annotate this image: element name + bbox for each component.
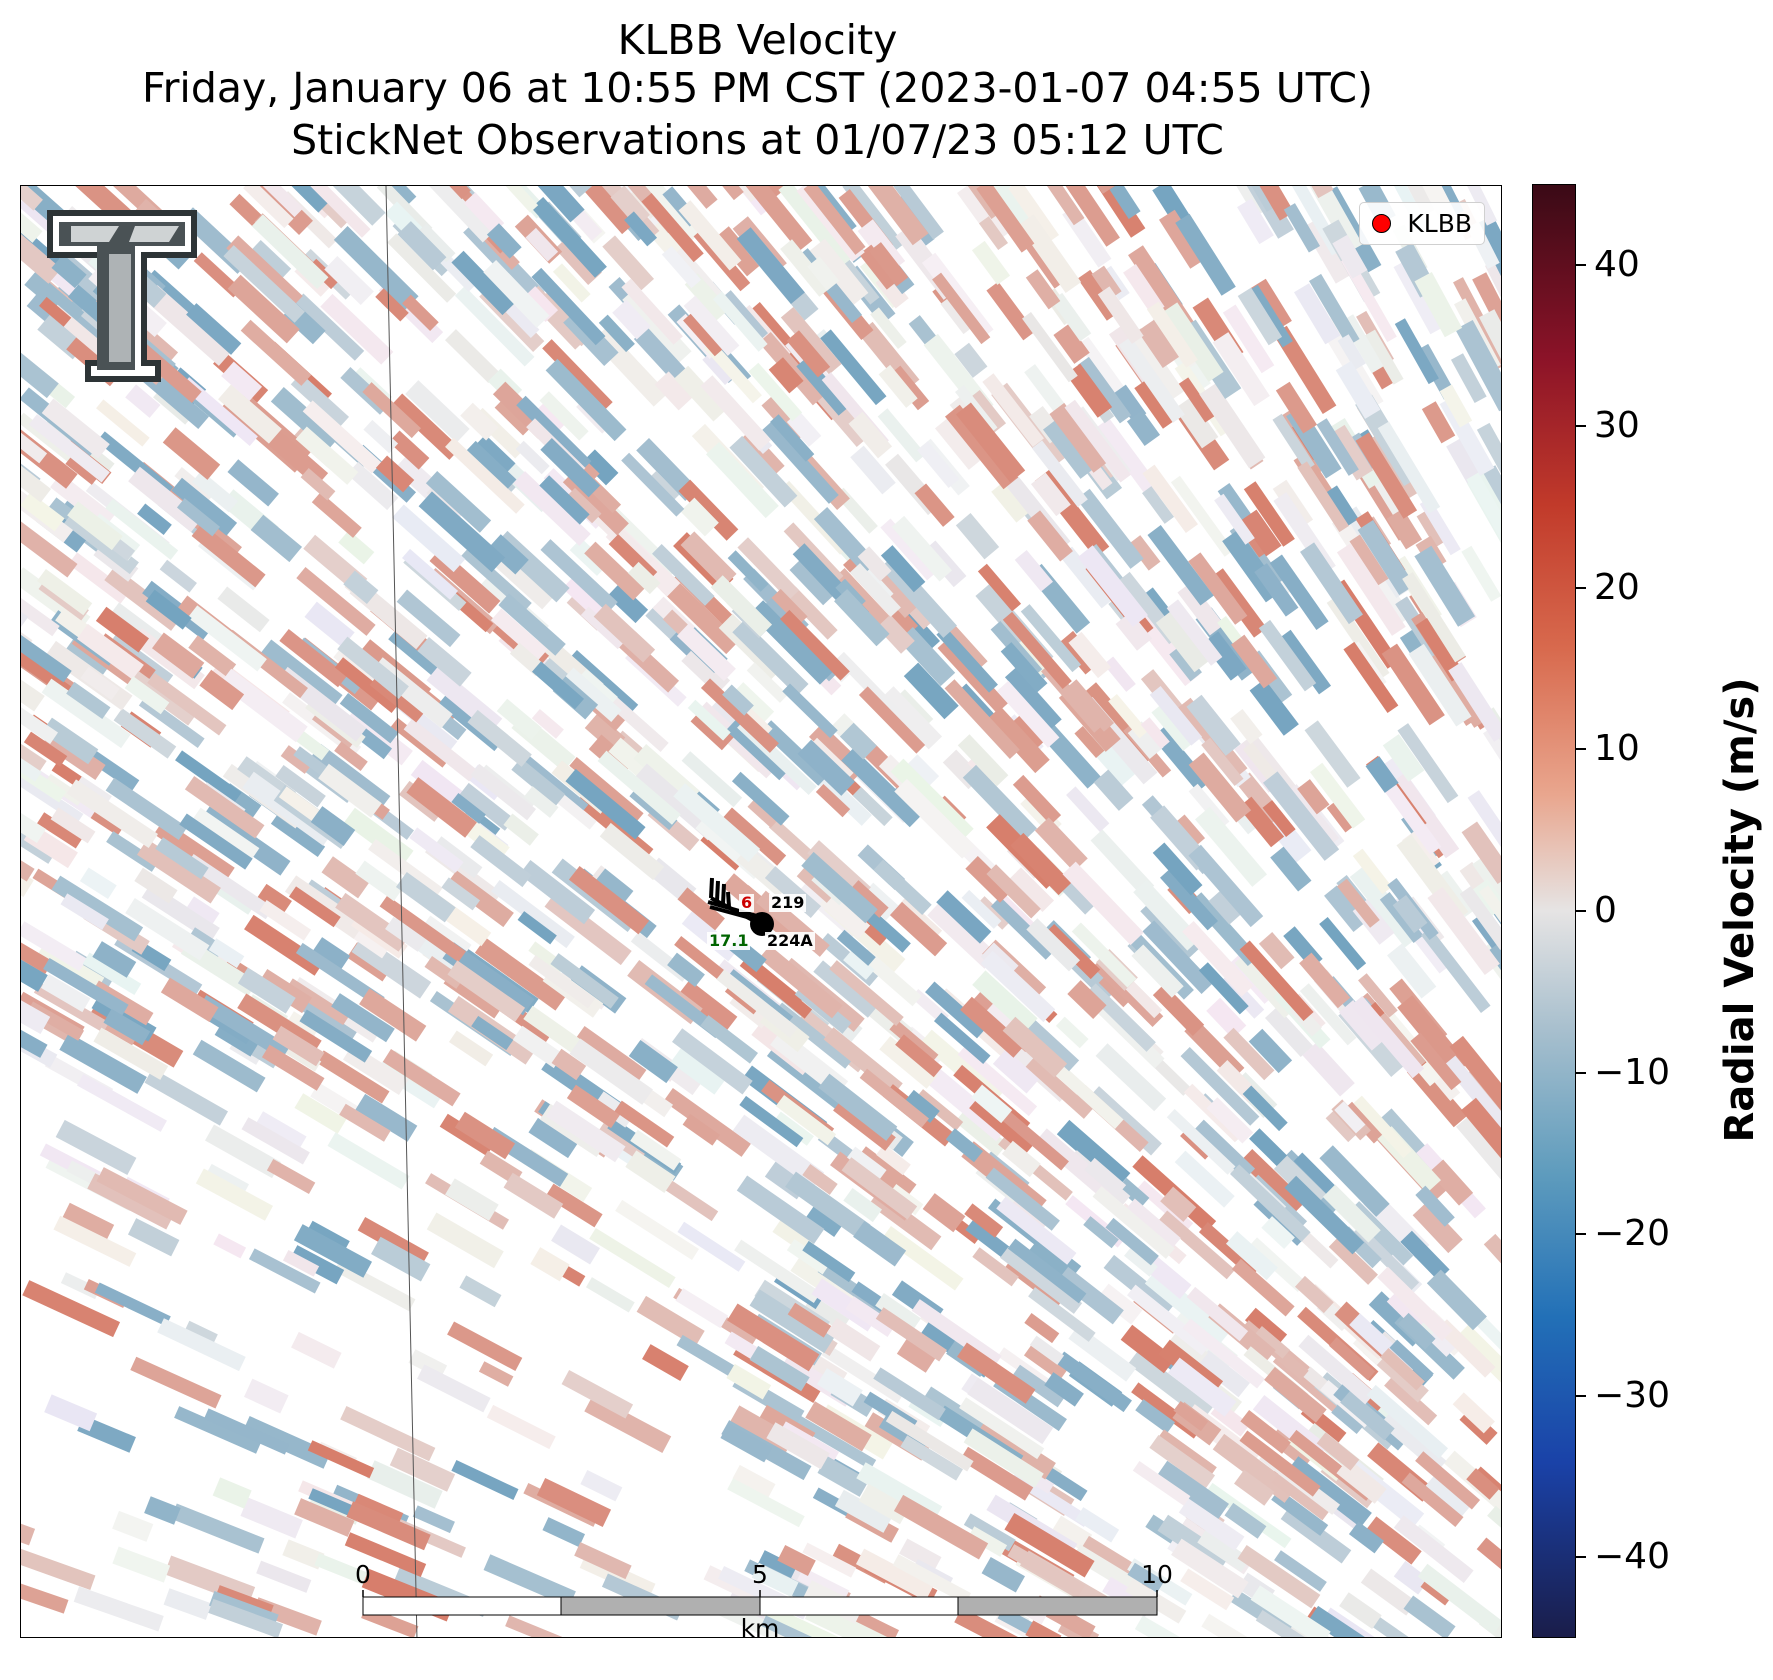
colorbar-tick-label: 40 [1594,243,1640,285]
legend-label: KLBB [1407,209,1472,238]
colorbar-tick-mark [1576,586,1586,589]
county-boundary-line [385,186,418,1637]
colorbar-tick-mark [1576,1071,1586,1074]
station-id-top: 219 [769,893,807,912]
colorbar-tick-label: −30 [1594,1374,1670,1416]
scale-label-10: 10 [1141,1560,1173,1589]
map-subtitle-observations: StickNet Observations at 01/07/23 05:12 … [291,116,1224,164]
colorbar-label: Radial Velocity (m/s) [1717,677,1763,1143]
station-marker[interactable] [750,912,774,936]
radar-velocity-field [21,186,1501,1637]
colorbar-tick-mark [1576,425,1586,428]
velocity-colorbar [1532,184,1576,1638]
colorbar-tick-mark [1576,1394,1586,1397]
colorbar-tick-label: 20 [1594,566,1640,608]
map-overlay [385,186,774,1637]
klbb-marker-icon [1372,214,1392,233]
station-id-bottom: 224A [765,931,815,950]
station-dewpoint: 17.1 [707,931,751,950]
colorbar-tick-mark [1576,1556,1586,1559]
scale-label-0: 0 [355,1560,371,1589]
colorbar-tick-label: −40 [1594,1536,1670,1578]
scale-label-5: 5 [752,1560,768,1589]
map-legend: KLBB [1359,202,1485,245]
radar-map[interactable]: KLBB 6 219 17.1 224A 0 5 10 km [20,185,1502,1638]
colorbar-tick-mark [1576,910,1586,912]
colorbar-tick-label: 0 [1594,890,1617,931]
colorbar-tick-label: −10 [1594,1051,1670,1093]
station-temperature: 6 [739,893,755,912]
colorbar-tick-label: −20 [1594,1213,1670,1255]
colorbar-tick-mark [1576,748,1586,751]
map-subtitle-time: Friday, January 06 at 10:55 PM CST (2023… [141,64,1374,112]
colorbar-tick-label: 30 [1594,405,1640,447]
colorbar-tick-mark [1576,263,1586,266]
map-title: KLBB Velocity [617,16,898,64]
colorbar-tick-mark [1576,1233,1586,1236]
scale-unit: km [740,1614,780,1638]
colorbar-tick-label: 10 [1594,728,1640,770]
